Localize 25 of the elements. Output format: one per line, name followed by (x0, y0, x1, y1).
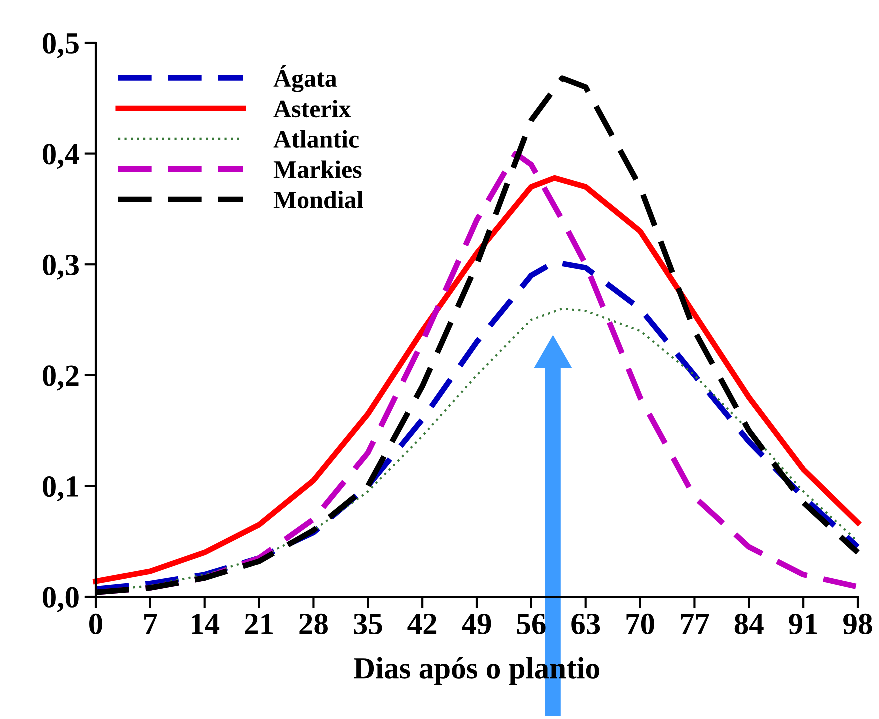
x-tick-label: 28 (300, 614, 328, 634)
x-tick-label: 77 (681, 614, 710, 634)
x-tick-label: 98 (844, 614, 872, 634)
legend-label: Markies (274, 160, 362, 178)
x-tick-label: 49 (462, 614, 492, 634)
x-tick-label: 7 (144, 614, 158, 634)
x-tick-label: 35 (354, 614, 382, 634)
x-tick-label: 14 (192, 614, 220, 634)
y-tick-label: 0,1 (43, 476, 78, 502)
y-tick-label: 0,5 (43, 33, 79, 58)
y-tick-label: 0,2 (43, 366, 79, 391)
legend-label: Ágata (274, 66, 337, 92)
x-tick-label: 91 (789, 614, 818, 634)
legend-label: Mondial (274, 191, 364, 209)
x-tick-label: 42 (408, 614, 437, 634)
y-tick-label: 0,3 (43, 254, 79, 280)
x-tick-label: 84 (734, 614, 764, 634)
x-tick-label: 21 (245, 614, 273, 634)
y-tick-label: 0,4 (43, 144, 80, 170)
x-tick-label: 0 (90, 614, 102, 634)
legend-label: Asterix (274, 100, 352, 118)
y-tick-label: 0,0 (43, 587, 79, 612)
x-tick-label: 63 (572, 614, 600, 634)
legend-label: Atlantic (274, 130, 359, 148)
x-tick-label: 70 (626, 614, 654, 634)
